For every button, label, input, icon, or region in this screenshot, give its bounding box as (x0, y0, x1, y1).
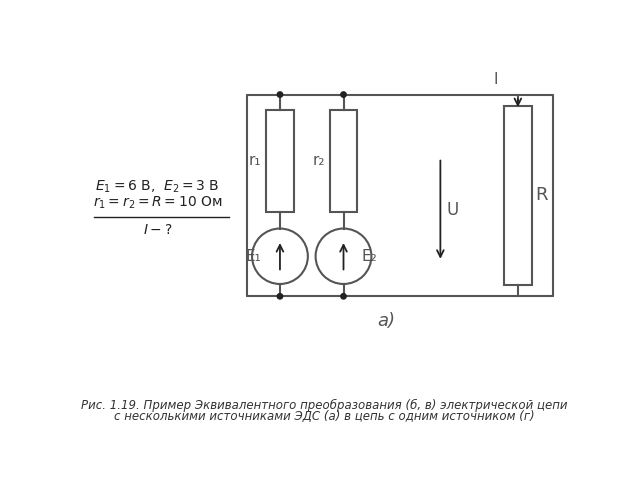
Text: а): а) (377, 312, 395, 330)
Text: r₁: r₁ (249, 153, 261, 168)
Text: Рис. 1.19. Пример Эквивалентного преобразования (б, в) электрической цепи: Рис. 1.19. Пример Эквивалентного преобра… (81, 399, 568, 412)
Bar (330, 110, 358, 212)
Text: $r_1 = r_2 = R = 10$ Ом: $r_1 = r_2 = R = 10$ Ом (93, 194, 222, 211)
Circle shape (340, 92, 346, 97)
Circle shape (277, 294, 283, 299)
Bar (266, 110, 294, 212)
Text: r₂: r₂ (312, 153, 325, 168)
Circle shape (277, 92, 283, 97)
Text: R: R (536, 186, 548, 204)
Bar (504, 106, 532, 285)
Circle shape (340, 294, 346, 299)
Text: $I-?$: $I-?$ (143, 223, 172, 237)
Text: $E_1 = 6$ В,  $E_2 = 3$ В: $E_1 = 6$ В, $E_2 = 3$ В (95, 179, 220, 195)
Text: U: U (447, 201, 459, 219)
Circle shape (316, 228, 371, 284)
Circle shape (252, 228, 308, 284)
Text: с несколькими источниками ЭДС (а) в цепь с одним источником (г): с несколькими источниками ЭДС (а) в цепь… (114, 410, 534, 423)
Text: I: I (493, 72, 498, 87)
Text: E₂: E₂ (362, 249, 377, 264)
Text: E₁: E₁ (246, 249, 261, 264)
